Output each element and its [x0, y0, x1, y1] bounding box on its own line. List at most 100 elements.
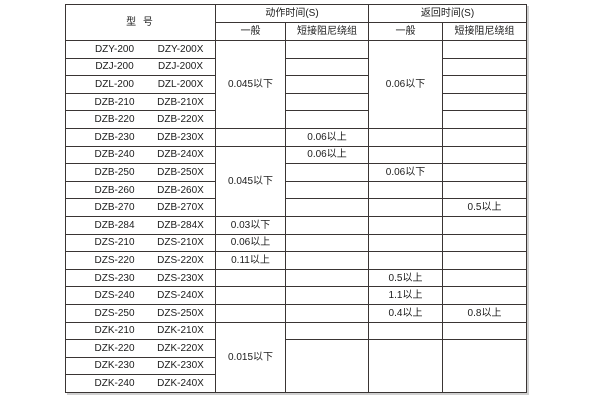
model-x-variant: DZB-230X: [157, 131, 204, 143]
action-damped-cell: [285, 215, 369, 235]
table-row: DZS-210 DZS-210X 0.06以上: [65, 233, 527, 253]
return-damped-cell: [442, 251, 527, 270]
model-x-variant: DZK-210X: [157, 325, 204, 337]
table-row: DZS-250 DZS-250X 0.4以上 0.8以上: [65, 303, 527, 323]
table-header: 型 号 动作时间(S) 返回时间(S) 一般 短接阻尼绕组 一般 短接阻尼绕组: [65, 4, 527, 41]
model-base: DZJ-200: [95, 61, 134, 73]
table-row: DZK-210 DZK-210X 0.015以下: [65, 321, 527, 393]
action-damped-cell: [285, 198, 369, 217]
model-base: DZK-220: [94, 342, 135, 354]
model-pair: DZB-230 DZB-230X: [67, 131, 215, 143]
return-damped-cell: [442, 339, 527, 393]
model-cell: DZL-200 DZL-200X: [65, 75, 216, 94]
table-row: DZK-240 DZK-240X: [65, 374, 527, 393]
return-general-cell: [368, 251, 443, 270]
model-x-variant: DZS-240X: [157, 290, 204, 302]
return-damped-cell: [442, 286, 527, 305]
model-cell: DZB-270 DZB-270X: [65, 198, 216, 217]
action-general-header: 一般: [215, 22, 286, 41]
model-x-variant: DZB-260X: [157, 184, 204, 196]
return-damped-cell: 0.5以上: [442, 198, 527, 217]
model-cell: DZB-250 DZB-250X: [65, 163, 216, 182]
table-row: DZB-240 DZB-240X 0.045以下 0.06以上: [65, 145, 527, 217]
action-time-group-header: 动作时间(S): [215, 4, 369, 23]
model-cell: DZK-230 DZK-230X: [65, 356, 216, 376]
model-x-variant: DZB-284X: [157, 219, 204, 231]
return-damped-cell: [442, 233, 527, 253]
action-general-cell: 0.11以上: [215, 251, 286, 270]
model-column-header: 型 号: [65, 4, 216, 41]
model-cell: DZS-230 DZS-230X: [65, 268, 216, 288]
table-row: DZS-220 DZS-220X 0.11以上: [65, 251, 527, 270]
model-base: DZB-260: [94, 184, 135, 196]
return-damped-cell: [442, 180, 527, 200]
return-damped-cell: [442, 145, 527, 165]
action-damped-cell: [285, 339, 369, 393]
table-row: DZB-284 DZB-284X 0.03以下: [65, 215, 527, 235]
model-x-variant: DZK-230X: [157, 360, 204, 372]
model-x-variant: DZS-220X: [157, 254, 204, 266]
table-row: DZY-200 DZY-200X 0.045以下 0.06以下: [65, 40, 527, 129]
model-pair: DZS-230 DZS-230X: [67, 272, 215, 284]
table-row: DZS-230 DZS-230X 0.5以上: [65, 268, 527, 288]
return-damped-cell: [442, 127, 527, 147]
action-general-cell: 0.015以下: [215, 321, 286, 393]
return-damped-cell: [442, 57, 527, 77]
table-row: DZJ-200 DZJ-200X: [65, 57, 527, 77]
return-damped-cell: [442, 321, 527, 341]
action-general-cell: [215, 303, 286, 323]
header-row-groups: 型 号 动作时间(S) 返回时间(S): [65, 4, 527, 41]
model-cell: DZS-250 DZS-250X: [65, 303, 216, 323]
model-base: DZB-210: [94, 96, 135, 108]
model-pair: DZK-230 DZK-230X: [67, 360, 215, 372]
model-pair: DZK-210 DZK-210X: [67, 325, 215, 337]
model-x-variant: DZS-210X: [157, 237, 204, 249]
return-general-header: 一般: [368, 22, 443, 41]
table-row: DZB-220 DZB-220X: [65, 110, 527, 129]
table-row: DZK-220 DZK-220X: [65, 339, 527, 393]
table-row: DZB-230 DZB-230X 0.06以上: [65, 127, 527, 147]
model-cell: DZJ-200 DZJ-200X: [65, 57, 216, 77]
model-cell: DZB-230 DZB-230X: [65, 127, 216, 147]
return-general-cell: [368, 127, 443, 147]
action-damped-cell: [285, 233, 369, 253]
model-x-variant: DZL-200X: [157, 78, 204, 90]
model-x-variant: DZS-230X: [157, 272, 204, 284]
action-general-cell: 0.06以上: [215, 233, 286, 253]
model-base: DZB-270: [94, 202, 135, 214]
model-pair: DZS-250 DZS-250X: [67, 307, 215, 319]
action-general-cell: 0.045以下: [215, 145, 286, 217]
model-x-variant: DZJ-200X: [157, 61, 203, 73]
model-cell: DZB-210 DZB-210X: [65, 92, 216, 112]
relay-spec-table: 型 号 动作时间(S) 返回时间(S) 一般 短接阻尼绕组 一般 短接阻尼绕组 …: [65, 4, 527, 393]
return-damped-cell: [442, 110, 527, 129]
action-damped-cell: [285, 286, 369, 305]
table-row: DZB-270 DZB-270X 0.5以上: [65, 198, 527, 217]
action-damped-cell: [285, 180, 369, 200]
model-pair: DZS-210 DZS-210X: [67, 237, 215, 249]
model-pair: DZB-240 DZB-240X: [67, 149, 215, 160]
action-general-cell: [215, 268, 286, 288]
action-general-cell: 0.045以下: [215, 40, 286, 129]
model-x-variant: DZS-250X: [157, 307, 204, 319]
return-general-cell: 0.5以上: [368, 268, 443, 288]
model-base: DZS-220: [94, 254, 135, 266]
return-damped-cell: [442, 40, 527, 59]
action-damped-cell: 0.06以上: [285, 127, 369, 147]
model-base: DZK-240: [94, 378, 135, 390]
return-damped-cell: [442, 75, 527, 94]
action-general-cell: 0.03以下: [215, 215, 286, 235]
model-pair: DZJ-200 DZJ-200X: [67, 61, 215, 73]
model-pair: DZB-284 DZB-284X: [67, 219, 215, 231]
table-row: DZK-230 DZK-230X: [65, 356, 527, 376]
model-cell: DZB-220 DZB-220X: [65, 110, 216, 129]
return-general-cell: [368, 215, 443, 235]
table-body: DZY-200 DZY-200X 0.045以下 0.06以下 DZJ-200 DZJ-2…: [65, 40, 527, 393]
return-damped-cell: [442, 268, 527, 288]
action-damped-cell: 0.06以上: [285, 145, 369, 165]
model-pair: DZB-220 DZB-220X: [67, 114, 215, 125]
table-row: DZS-240 DZS-240X 1.1以上: [65, 286, 527, 305]
model-base: DZB-230: [94, 131, 135, 143]
return-damped-cell: [442, 215, 527, 235]
model-base: DZL-200: [95, 78, 134, 90]
